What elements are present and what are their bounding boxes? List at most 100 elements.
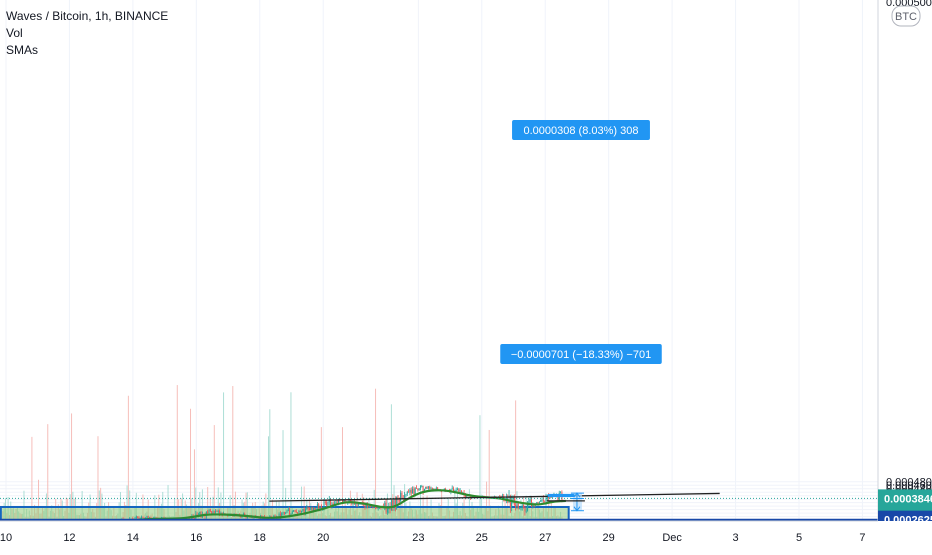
volume-bar: [456, 487, 458, 521]
candle-body: [330, 499, 332, 506]
candle-body: [147, 516, 149, 519]
candle-body: [529, 499, 531, 502]
candle-body: [419, 486, 421, 489]
candle-body: [373, 507, 375, 508]
candle-body: [349, 500, 351, 502]
candle-body: [408, 491, 410, 493]
volume-bar: [303, 486, 305, 521]
candle-body: [451, 488, 453, 490]
currency-badge[interactable]: [891, 5, 921, 27]
volume-bar: [479, 415, 481, 521]
candle-body: [453, 488, 455, 492]
volume-bar: [213, 425, 215, 521]
candle-body: [545, 498, 547, 501]
candle-body: [301, 511, 303, 513]
candle-body: [364, 504, 366, 509]
candle-body: [365, 504, 367, 509]
candle-body: [294, 510, 296, 512]
time-axis-label: 3: [732, 532, 738, 544]
candle-body: [307, 506, 309, 509]
candle-body: [427, 486, 429, 489]
legend-symbol[interactable]: Waves / Bitcoin, 1h, BINANCE: [6, 9, 169, 23]
candle-body: [212, 511, 214, 514]
candle-body: [437, 487, 439, 491]
candle-body: [368, 505, 370, 508]
volume-bar: [404, 484, 406, 521]
time-axis-label: 7: [859, 532, 865, 544]
volume-bar: [47, 424, 49, 521]
measure-label-lower-bg[interactable]: [500, 344, 662, 364]
candle-body: [414, 487, 416, 495]
candle-body: [282, 511, 284, 513]
candle-body: [303, 509, 305, 514]
price-axis-label: 0.0004600: [886, 480, 932, 492]
volume-bar: [176, 385, 178, 521]
currency-badge-text: BTC: [895, 11, 917, 23]
volume-bar: [232, 386, 234, 521]
price-axis-bg: [878, 0, 932, 550]
candle-body: [376, 507, 378, 509]
legend-smas[interactable]: SMAs: [6, 43, 39, 57]
candle-body: [377, 507, 379, 509]
candle-body: [228, 515, 230, 517]
candle-body: [219, 510, 221, 515]
candle-body: [386, 509, 388, 513]
candle-body: [205, 511, 207, 516]
time-axis-label: 20: [317, 532, 329, 544]
volume-bar: [269, 409, 271, 521]
candle-body: [319, 505, 321, 509]
trendline[interactable]: [269, 492, 720, 502]
candle-body: [367, 504, 369, 508]
candle-body: [310, 507, 312, 510]
legend-vol[interactable]: Vol: [6, 26, 23, 40]
measure-label-upper-bg[interactable]: [512, 120, 650, 140]
candle-body: [404, 495, 406, 499]
candle-body: [314, 507, 316, 511]
candle-body: [396, 496, 398, 509]
candle-body: [542, 499, 544, 501]
candle-body: [464, 495, 466, 497]
volume-bar: [81, 490, 83, 521]
volume-bar: [38, 479, 40, 521]
selection-box[interactable]: [547, 493, 575, 498]
candle-body: [283, 511, 285, 514]
candle-body: [302, 509, 304, 512]
candle-body: [421, 486, 423, 487]
candle-body: [304, 509, 306, 514]
time-axis-label: 23: [412, 532, 424, 544]
candle-body: [137, 516, 139, 518]
candle-body: [546, 496, 548, 499]
candle-body: [279, 513, 281, 518]
candle-body: [516, 504, 518, 507]
candle-body: [286, 510, 288, 513]
candle-body: [213, 511, 215, 513]
candle-body: [434, 488, 436, 490]
volume-bar: [193, 449, 195, 521]
candle-body: [306, 506, 308, 510]
volume-bar: [98, 490, 100, 521]
volume-bar: [195, 487, 197, 521]
candle-body: [413, 488, 415, 495]
candle-body: [394, 500, 396, 509]
candle-body: [530, 499, 532, 507]
candle-body: [501, 495, 503, 498]
time-axis-label: 29: [603, 532, 615, 544]
candle-body: [323, 501, 325, 508]
candle-body: [426, 487, 428, 489]
candle-body: [135, 516, 137, 519]
candle-body: [523, 505, 525, 508]
candle-body: [418, 488, 420, 491]
volume-bar: [126, 485, 128, 521]
candle-body: [320, 505, 322, 509]
candle-body: [293, 510, 295, 512]
last-price-value: 0.0003846: [884, 493, 932, 505]
volume-bar: [486, 481, 488, 521]
candle-body: [142, 516, 144, 518]
candle-body: [245, 516, 247, 518]
candle-body: [311, 507, 313, 512]
volume-bar: [129, 490, 131, 521]
